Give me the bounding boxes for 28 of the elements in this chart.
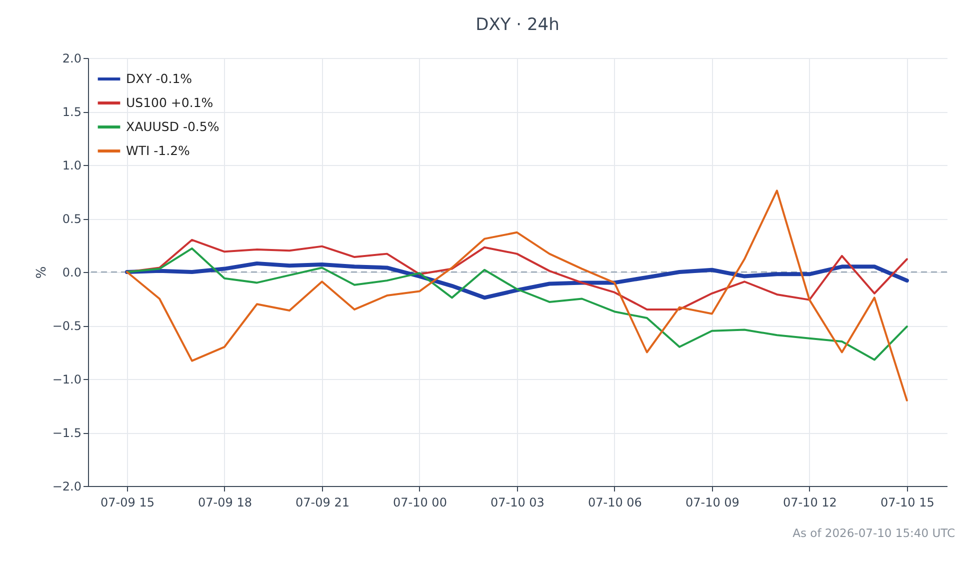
text: As of 2026-07-10 15:40 UTC	[792, 526, 955, 540]
legend-label: WTI -1.2%	[126, 143, 190, 158]
x-tick-label: 07-10 00	[392, 496, 447, 510]
x-tick-label: 07-09 18	[198, 496, 252, 510]
legend-label: XAUUSD -0.5%	[126, 119, 220, 134]
chart-title: DXY · 24h	[476, 15, 560, 35]
x-tick-label: 07-09 15	[100, 496, 154, 510]
x-tick-label: 07-09 21	[296, 496, 350, 510]
y-tick-label: −1.5	[52, 426, 82, 440]
y-tick-label: 1.5	[62, 105, 82, 119]
x-tick-label: 07-10 15	[880, 496, 934, 510]
y-tick-label: 1.0	[62, 158, 82, 172]
x-tick-label: 07-10 03	[490, 496, 544, 510]
y-axis-title: %	[34, 266, 50, 279]
y-tick-label: −2.0	[52, 480, 82, 494]
line-series	[126, 247, 908, 361]
line-series	[126, 190, 908, 402]
line-series	[124, 261, 909, 300]
x-tick-label: 07-10 06	[588, 496, 642, 510]
legend-label: US100 +0.1%	[126, 95, 214, 110]
x-tick-label: 07-10 09	[685, 496, 740, 510]
legend-label: DXY -0.1%	[126, 71, 192, 86]
y-tick-label: 2.0	[62, 52, 82, 66]
y-tick-label: 0.5	[62, 212, 82, 226]
y-tick-label: 0.0	[62, 266, 82, 280]
x-tick-label: 07-10 12	[782, 496, 837, 510]
y-tick-label: −0.5	[52, 319, 82, 333]
y-tick-label: −1.0	[52, 372, 82, 386]
